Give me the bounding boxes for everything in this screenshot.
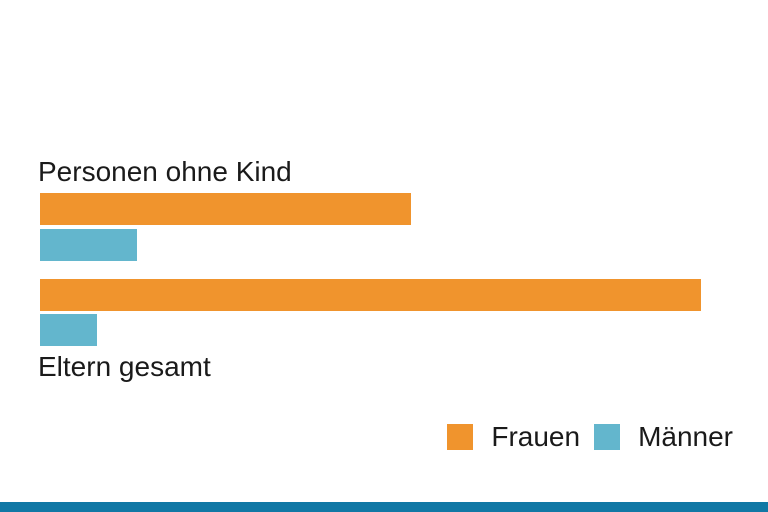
legend-label-maenner: Männer [638,421,733,452]
bar-maenner-personen-ohne-kind [40,229,137,261]
legend-swatch-frauen-icon [447,424,474,450]
footer-accent-bar [0,502,768,512]
bar-frauen-personen-ohne-kind [40,193,411,225]
category-label-personen-ohne-kind: Personen ohne Kind [38,156,292,187]
legend: Frauen Männer [447,423,733,451]
category-label-eltern-gesamt: Eltern gesamt [38,351,211,382]
legend-swatch-maenner-icon [594,424,621,450]
bar-maenner-eltern-gesamt [40,314,97,346]
legend-item-frauen: Frauen [447,423,580,451]
bar-frauen-eltern-gesamt [40,279,701,311]
legend-item-maenner: Männer [594,423,733,451]
legend-label-frauen: Frauen [491,421,581,452]
